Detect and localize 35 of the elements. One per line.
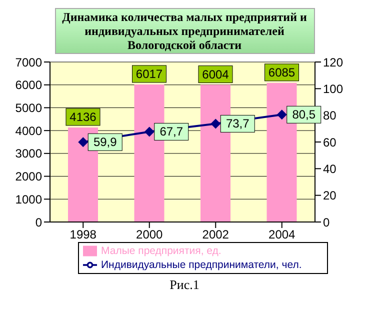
data-label: 6017 — [136, 66, 163, 81]
data-label: 80,5 — [292, 108, 316, 122]
y2-tick-label: 0 — [323, 215, 330, 230]
y2-tick-label: 80 — [323, 108, 337, 123]
point — [210, 118, 221, 129]
y-tick-label: 0 — [35, 215, 42, 230]
y-tick-label: 3000 — [15, 146, 42, 161]
y-tick-label: 4000 — [15, 124, 42, 138]
data-label: 6004 — [202, 67, 230, 82]
y2-tick-label: 40 — [323, 162, 337, 176]
data-label: 73,7 — [226, 116, 250, 131]
y-tick-label: 6000 — [15, 78, 42, 92]
x-tick-label: 2000 — [136, 228, 164, 242]
y-tick-label: 2000 — [15, 170, 42, 184]
data-label: 67,7 — [160, 124, 184, 139]
chart-title: Динамика количества малых предприятий и индивидуальных предпринимателей Вологодской области — [54, 8, 314, 54]
x-tick-label: 1998 — [70, 228, 97, 242]
y2-tick-label: 100 — [323, 82, 344, 96]
data-label: 4136 — [70, 110, 97, 124]
point — [144, 126, 154, 137]
x-tick-label: 2004 — [268, 228, 296, 242]
y-tick-label: 5000 — [15, 100, 42, 115]
data-label: 6085 — [268, 65, 296, 80]
y2-tick-label: 60 — [323, 135, 337, 150]
y-tick-label: 7000 — [15, 55, 42, 70]
legend-label: Малые предприятия, ед. — [101, 244, 222, 257]
legend-label: Индивидуальные предприниматели, чел. — [101, 258, 302, 271]
point — [276, 110, 287, 120]
data-label: 59,9 — [93, 135, 118, 150]
y2-tick-label: 120 — [323, 55, 344, 70]
y2-tick-label: 20 — [323, 188, 337, 203]
text: Рис.1 — [168, 277, 200, 293]
point — [78, 137, 88, 148]
x-tick-label: 2002 — [202, 228, 230, 242]
y-tick-label: 1000 — [15, 192, 42, 206]
